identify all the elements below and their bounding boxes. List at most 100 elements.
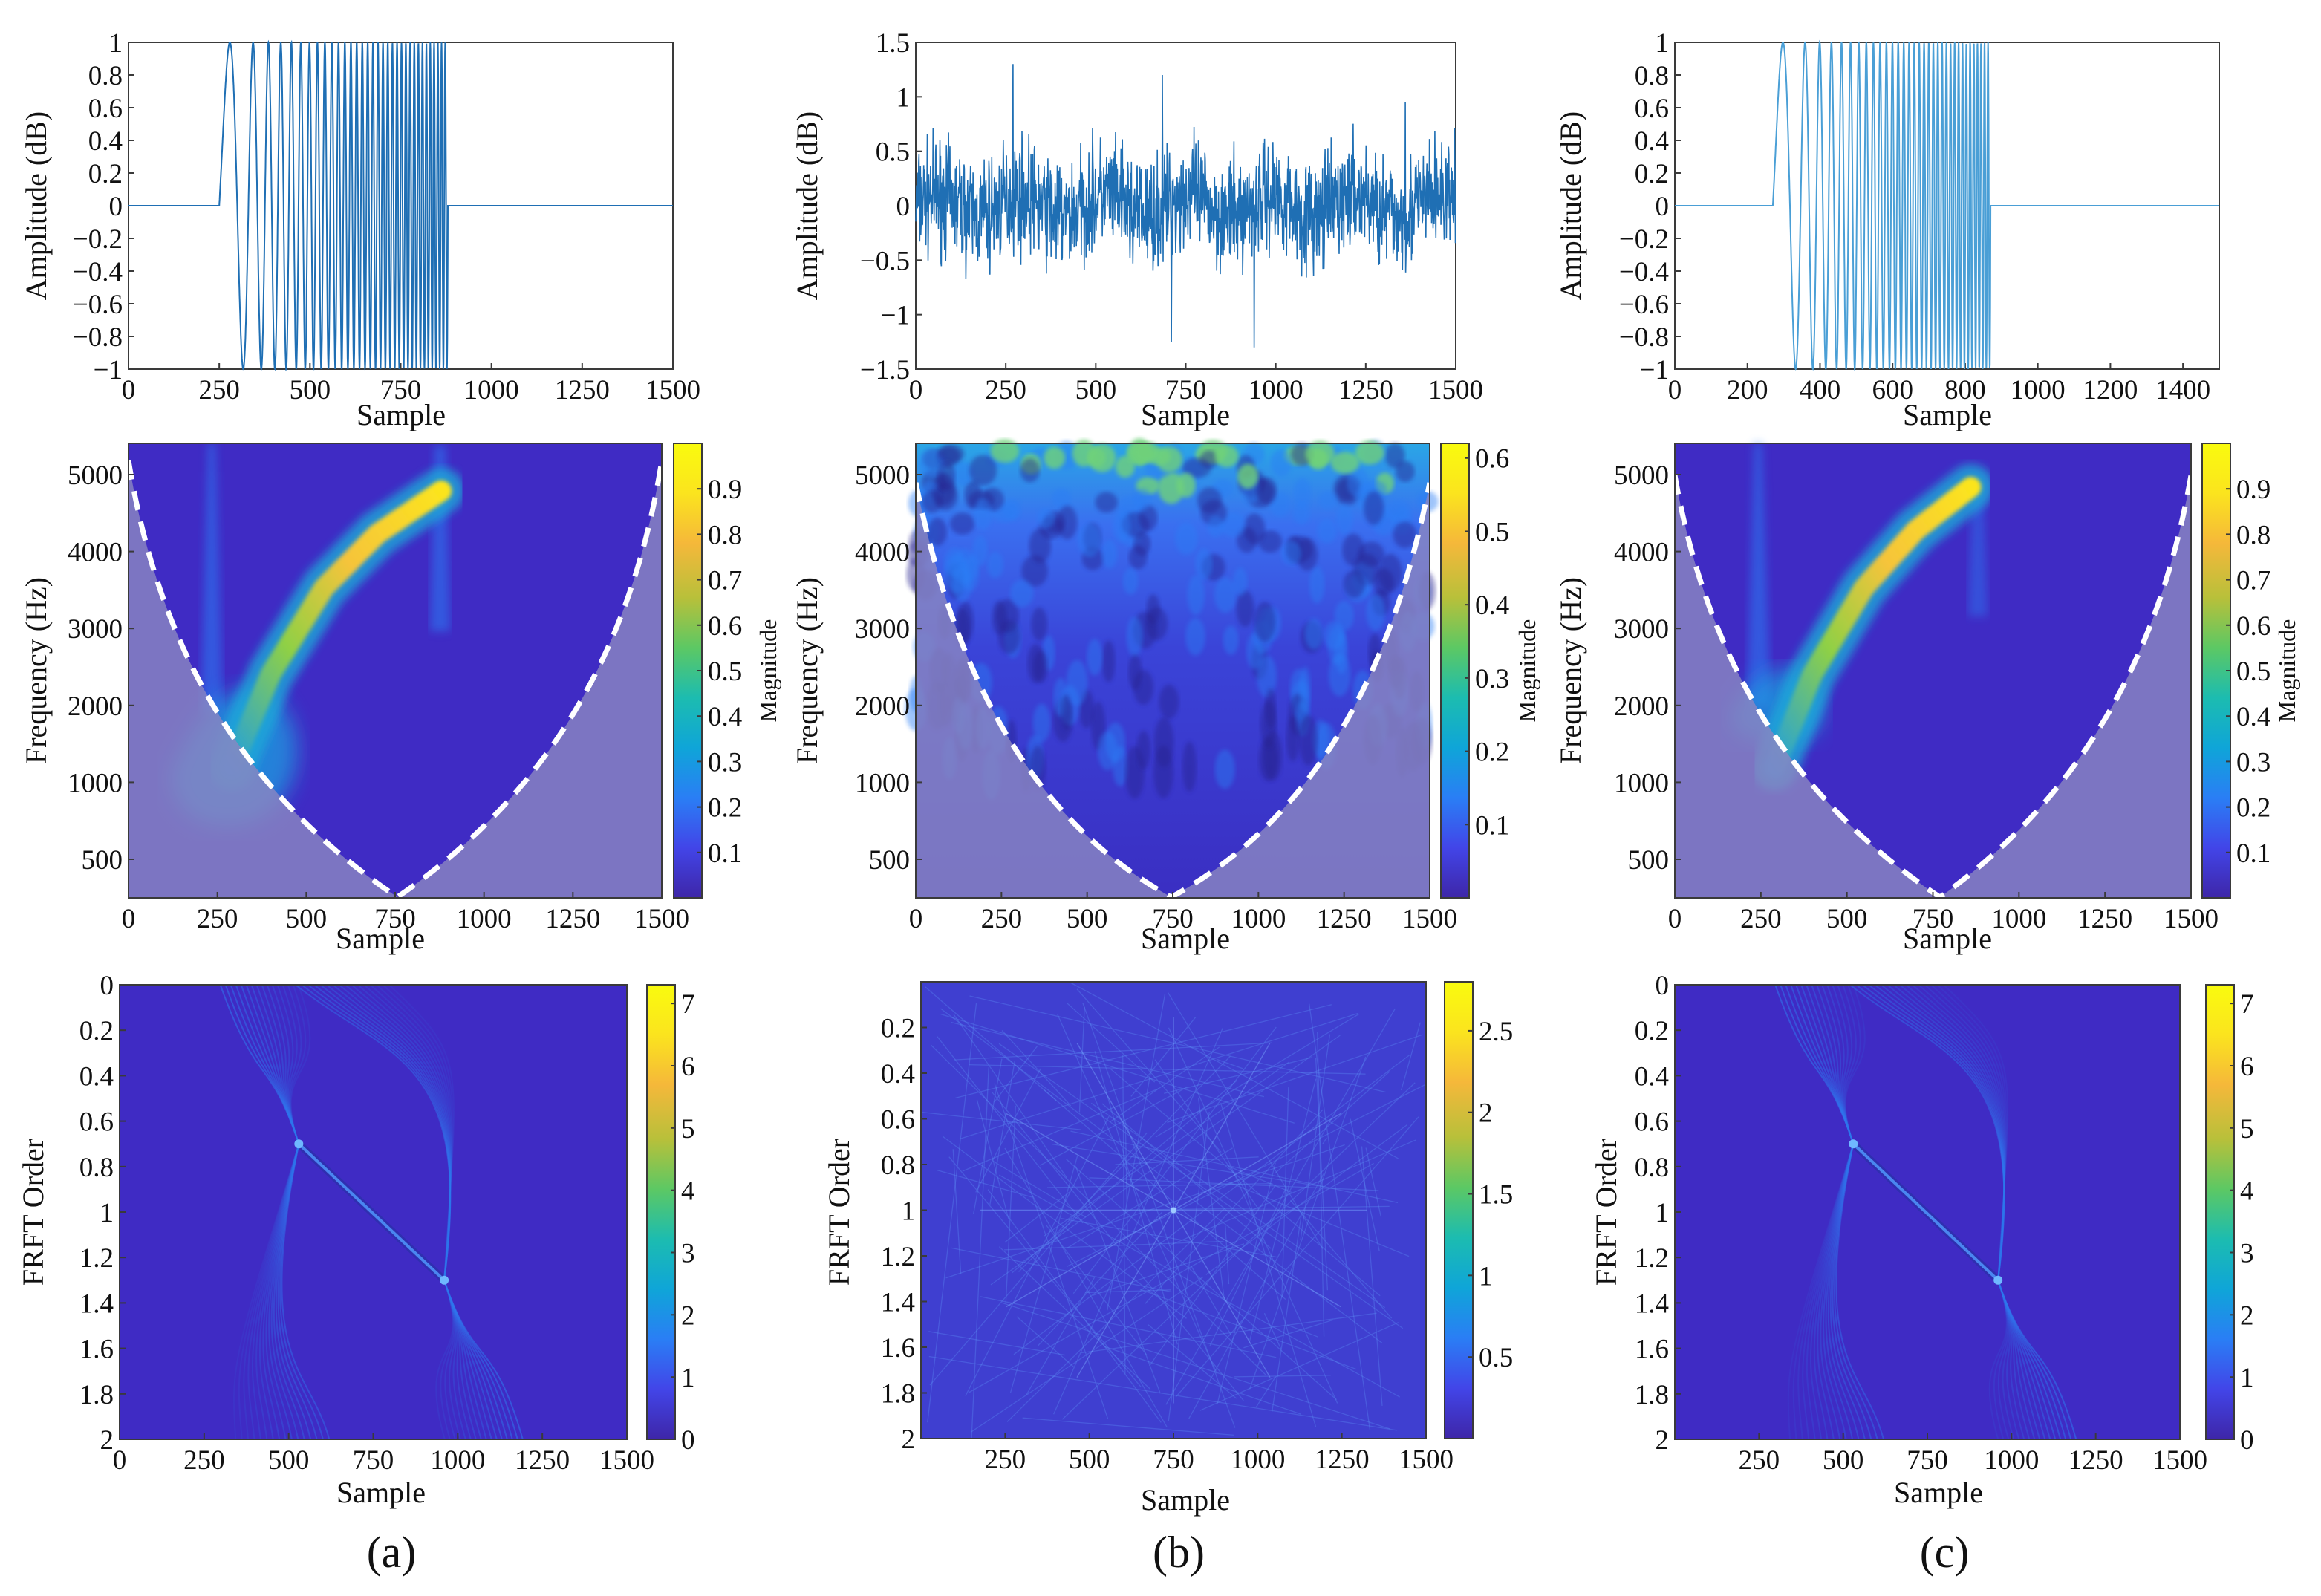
- a-frft-wave-line: [295, 984, 452, 1280]
- a-frft-ytick-label: 1.2: [79, 1243, 114, 1274]
- a-frft-cb-tick-label: 7: [681, 989, 695, 1020]
- b-cwt-blob: [1057, 505, 1078, 540]
- a-frft-wave-line: [388, 984, 455, 1280]
- c-frft-cb-tick-label: 3: [2240, 1238, 2254, 1268]
- c-cwt-cb-tick-label: 0.6: [2236, 611, 2270, 642]
- b-cwt-blob: [1355, 440, 1384, 465]
- c-time-xlabel: Sample: [1903, 398, 1992, 431]
- b-time-ytick-label: −1: [881, 301, 910, 331]
- a-cwt-ridge-line: [232, 491, 441, 768]
- b-cwt-ytick-label: 2000: [855, 691, 910, 722]
- c-frft-wave-line: [1943, 984, 2009, 1280]
- a-time-ytick-label: 0.8: [88, 61, 123, 91]
- b-cwt-blob: [1175, 522, 1198, 555]
- b-frft-noise-line: [1322, 1137, 1327, 1144]
- b-cwt-blob: [1159, 684, 1179, 720]
- c-frft-wave-line: [1887, 984, 2005, 1280]
- b-frft-noise-line: [1155, 1013, 1359, 1138]
- a-cwt-colorbar-ticks: 0.9 0.8 0.7 0.6 0.5 0.4 0.3 0.2 0.1: [697, 475, 742, 869]
- a-frft-cb-tick-label: 1: [681, 1363, 695, 1393]
- b-frft-noise-line: [951, 1021, 1265, 1098]
- b-frft-noise-line: [1005, 1105, 1016, 1303]
- c-cwt-xtick-label: 1500: [2164, 904, 2219, 934]
- b-time-ytick-label: 1.5: [876, 28, 910, 59]
- b-frft-noise-line: [945, 1144, 1345, 1279]
- panel-a-time: 0 250 500 750 1000 1250 150010.80.60.40.20−0.2…: [19, 28, 700, 431]
- a-time-ytick-label: 1: [109, 28, 123, 59]
- b-frft-noise-line: [1046, 1182, 1273, 1188]
- b-frft-noise-line: [1205, 1124, 1407, 1275]
- b-frft-noise-line: [1067, 1147, 1233, 1249]
- c-frft-wave-line: [1997, 1280, 2031, 1440]
- b-cwt-blob: [1293, 478, 1312, 509]
- b-cwt-blob: [1207, 515, 1225, 538]
- c-time-ytick-label: −0.4: [1619, 257, 1669, 287]
- a-time-xtick-label: 1500: [645, 375, 700, 405]
- c-cwt-ylabel: Frequency (Hz): [1554, 577, 1587, 764]
- a-frft-xtick-label: 1500: [599, 1445, 654, 1476]
- b-time-ticks: 0 250 500 750 1000 1250 1500 1.5 1 0.5 0 −0.5 −1 −1.5: [860, 28, 1483, 405]
- b-frft-noise-line: [1168, 1027, 1338, 1404]
- b-frft-noise-line: [1197, 1098, 1225, 1302]
- c-cwt-xtick-label: 1000: [1991, 904, 2046, 934]
- b-cwt-blob: [1052, 488, 1071, 509]
- c-frft-wave-line: [1813, 1143, 1855, 1440]
- b-cwt-blob: [1237, 463, 1258, 489]
- b-time-xlabel: Sample: [1141, 398, 1230, 431]
- a-time-ytick-label: 0.4: [88, 126, 123, 157]
- a-frft-wave-line: [357, 984, 452, 1280]
- c-time-xtick-label: 1400: [2155, 375, 2210, 405]
- b-frft-ytick-label: 0.6: [881, 1105, 915, 1136]
- b-frft-lines: [921, 982, 1426, 1439]
- c-time-ytick-label: 0.2: [1635, 159, 1669, 189]
- c-time-ticks: 0 200 400 600 800 1000 1200 140010.80.60.40.20−…: [1619, 28, 2210, 405]
- a-frft-cb-tick-label: 5: [681, 1114, 695, 1144]
- b-cwt-xtick-label: 250: [981, 904, 1023, 934]
- a-time-xtick-label: 1250: [555, 375, 610, 405]
- b-frft-noise-line: [965, 1115, 1110, 1396]
- b-time-xtick-label: 500: [1075, 375, 1117, 405]
- c-cwt-ridge-line: [1764, 477, 1982, 778]
- a-time-xtick-label: 0: [122, 375, 136, 405]
- b-cwt-blob: [1304, 618, 1324, 650]
- b-frft-noise-line: [1286, 1324, 1318, 1338]
- b-cwt-ytick-label: 4000: [855, 538, 910, 568]
- b-cwt-xlabel: Sample: [1141, 922, 1230, 955]
- a-frft-wave-line: [443, 1280, 508, 1440]
- c-cwt-colorbar-ticks: 0.9 0.8 0.7 0.6 0.5 0.4 0.3 0.2 0.1: [2226, 475, 2270, 869]
- b-frft-noise-line: [1248, 1078, 1317, 1344]
- c-frft-peak: [1993, 1275, 2003, 1285]
- b-frft-noise-line: [937, 1036, 1084, 1224]
- c-frft-wave-line: [1792, 1143, 1855, 1440]
- a-time-ytick-label: 0: [109, 192, 123, 222]
- c-frft-wave-line: [1785, 984, 1855, 1144]
- c-frft-wave-line: [1997, 1280, 2072, 1440]
- b-cwt-blob: [1115, 455, 1135, 478]
- b-frft-noise-line: [994, 1083, 1109, 1419]
- a-time-ticks: 0 250 500 750 1000 1250 150010.80.60.40.20−0.2…: [73, 28, 700, 405]
- c-cwt-ytick-label: 5000: [1614, 460, 1669, 491]
- b-cwt-blob: [1113, 510, 1131, 543]
- b-frft-noise-line: [1026, 1277, 1096, 1395]
- b-frft-noise-line: [975, 1068, 1041, 1193]
- b-cwt-blob: [1258, 530, 1283, 553]
- b-frft-noise-line: [992, 1161, 1087, 1218]
- b-frft-noise-line: [1249, 1056, 1367, 1390]
- b-time-ytick-label: 1: [896, 82, 911, 113]
- b-frft-noise-line: [1168, 1111, 1210, 1421]
- b-frft-noise-line: [1168, 992, 1324, 1249]
- c-cwt-cb-tick-label: 0.1: [2236, 838, 2270, 869]
- b-frft-noise-line: [1078, 1006, 1085, 1113]
- b-frft-noise-line: [998, 1246, 1151, 1390]
- b-time-xtick-label: 1250: [1338, 375, 1393, 405]
- b-cwt-blob: [1299, 715, 1318, 766]
- c-frft-ytick-label: 1.8: [1635, 1380, 1669, 1410]
- b-frft-noise-line: [940, 1013, 1295, 1124]
- a-frft-wave-line: [250, 984, 300, 1144]
- a-cwt-colorbar: [673, 443, 703, 899]
- a-frft-wave-line: [230, 984, 300, 1144]
- b-frft-noise-line: [925, 986, 1057, 1101]
- a-cwt-xtick-label: 0: [122, 904, 136, 934]
- c-frft-wave-line: [1810, 1143, 1855, 1440]
- c-frft-diagonal: [1852, 1142, 1999, 1282]
